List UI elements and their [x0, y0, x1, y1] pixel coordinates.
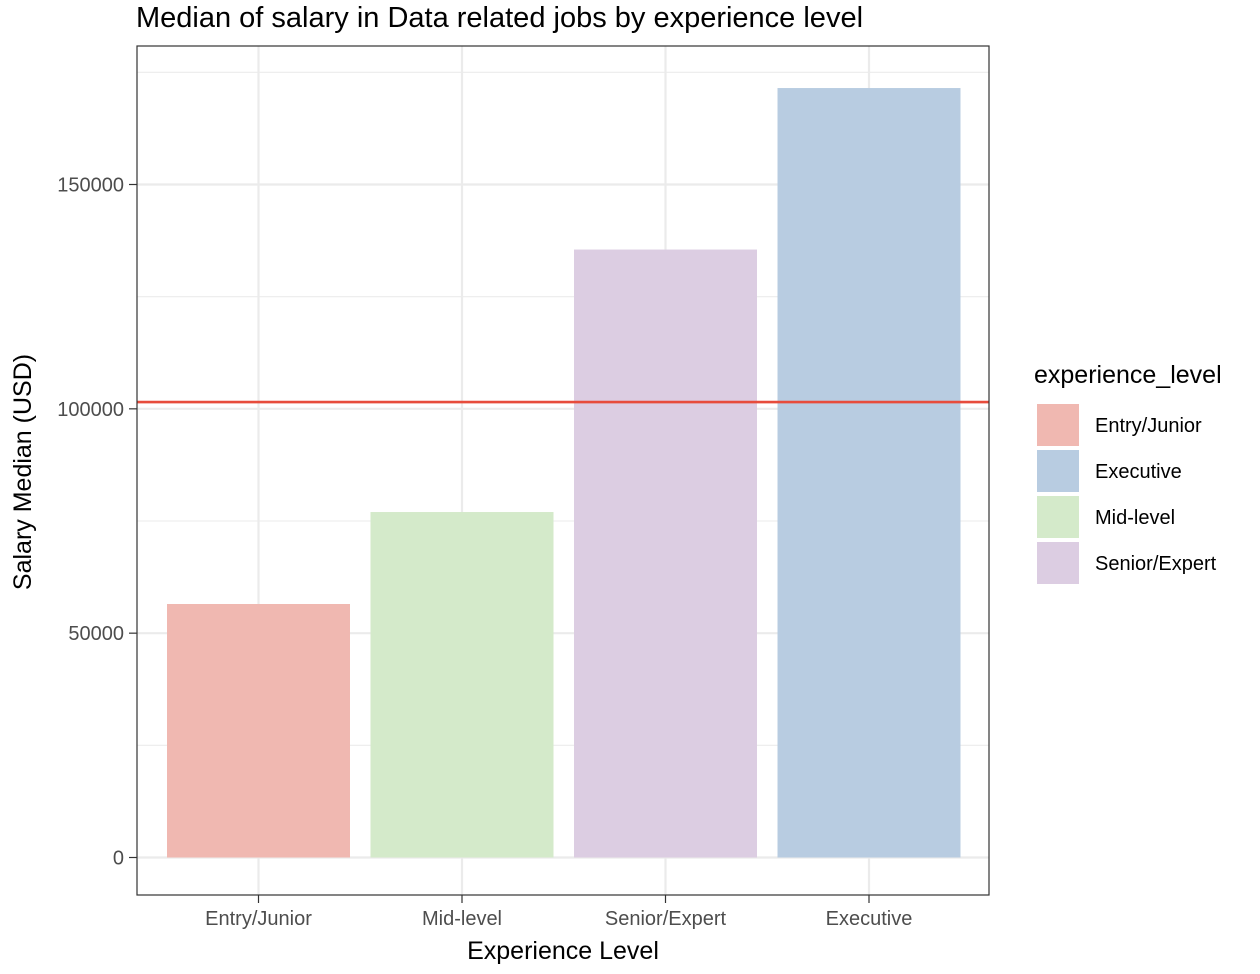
bar [370, 512, 554, 858]
bar [777, 88, 961, 858]
legend-key [1037, 404, 1079, 446]
x-tick-label: Executive [826, 908, 913, 930]
legend-label: Entry/Junior [1095, 415, 1202, 437]
legend-title: experience_level [1034, 361, 1222, 389]
legend-label: Executive [1095, 461, 1182, 483]
legend-label: Mid-level [1095, 507, 1175, 529]
y-tick-label: 150000 [57, 175, 124, 197]
y-axis-title: Salary Median (USD) [9, 354, 37, 590]
y-tick-label: 0 [113, 848, 124, 870]
legend-key [1037, 542, 1079, 584]
legend-key [1037, 450, 1079, 492]
x-tick-label: Mid-level [422, 908, 502, 930]
x-tick-label: Entry/Junior [205, 908, 312, 930]
chart-title: Median of salary in Data related jobs by… [136, 2, 863, 34]
plot-border [136, 45, 990, 896]
legend-key [1037, 496, 1079, 538]
legend: experience_level Entry/Junior Executive Mi… [1034, 361, 1222, 584]
legend-label: Senior/Expert [1095, 553, 1217, 575]
bar [574, 249, 757, 858]
bar [167, 604, 350, 858]
y-tick-label: 50000 [68, 623, 124, 645]
bars [167, 88, 961, 858]
x-axis-title: Experience Level [467, 937, 659, 965]
y-tick-label: 100000 [57, 399, 124, 421]
y-axis: 0 50000 100000 150000 [57, 175, 137, 870]
x-axis: Entry/Junior Mid-level Senior/Expert Execut… [205, 895, 912, 930]
x-tick-label: Senior/Expert [605, 908, 727, 930]
